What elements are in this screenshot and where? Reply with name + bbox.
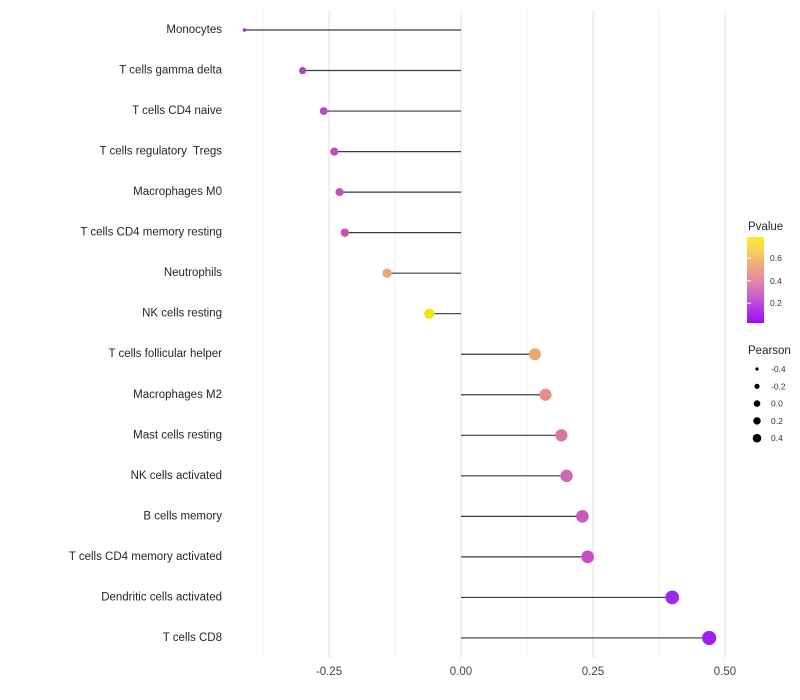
data-dot [335, 187, 344, 197]
data-dot [576, 510, 589, 523]
category-label: T cells CD4 memory activated [69, 551, 222, 563]
category-label: Macrophages M0 [133, 186, 222, 198]
legend-pearson-title: Pearson [748, 345, 791, 357]
legend-pvalue: Pvalue 0.6 0.4 0.2 [747, 221, 783, 323]
category-label: Monocytes [166, 24, 222, 36]
x-tick-label: 0.50 [714, 666, 736, 678]
category-label: Dendritic cells activated [101, 591, 222, 603]
pearson-legend-label: 0.0 [771, 399, 783, 409]
data-dot [298, 66, 307, 75]
category-label: Neutrophils [164, 267, 222, 279]
gridlines [262, 10, 726, 658]
data-dot [319, 107, 328, 115]
pearson-legend-label: -0.4 [771, 364, 786, 374]
data-dot [539, 388, 552, 401]
category-label: Macrophages M2 [133, 389, 222, 401]
category-axis-labels: Monocytes T cells gamma delta T cells CD4 … [69, 24, 223, 644]
data-dot [340, 228, 350, 237]
data-dot [242, 28, 247, 32]
category-label: T cells regulatory Tregs [99, 146, 222, 158]
category-label: NK cells activated [131, 470, 222, 482]
x-tick-label: 0.25 [582, 666, 604, 678]
data-dot [424, 308, 435, 319]
pearson-legend-dot [752, 433, 762, 443]
legend-pearson: Pearson -0.4 -0.2 0.0 0.2 0.4 [748, 345, 791, 443]
pearson-legend-label: -0.2 [771, 381, 786, 391]
category-label: T cells gamma delta [119, 65, 222, 77]
category-label: T cells CD4 memory resting [80, 227, 222, 239]
data-dot [665, 590, 680, 605]
category-label: T cells CD8 [163, 632, 222, 644]
category-label: NK cells resting [142, 308, 222, 320]
data-dots [242, 28, 717, 646]
stem-segments [244, 29, 710, 639]
x-tick-label: 0.00 [450, 666, 472, 678]
data-dot [528, 348, 541, 361]
pearson-legend-dot [753, 417, 761, 425]
pearson-legend-dot [754, 383, 760, 389]
pearson-legend-dot [755, 367, 759, 371]
data-dot [555, 429, 568, 442]
data-dot [581, 550, 595, 564]
data-dot [560, 469, 573, 483]
data-dot [702, 630, 717, 646]
colorbar-tick-label: 0.6 [770, 253, 782, 263]
pvalue-colorbar [747, 237, 764, 323]
data-dot [330, 147, 339, 156]
colorbar-tick-label: 0.2 [770, 298, 782, 308]
category-label: Mast cells resting [133, 429, 222, 441]
legend-pvalue-title: Pvalue [748, 221, 783, 233]
pearson-legend-dot [753, 400, 761, 407]
colorbar-tick-label: 0.4 [770, 276, 782, 286]
category-label: B cells memory [143, 510, 222, 522]
data-dot [382, 268, 392, 278]
pearson-legend-label: 0.4 [771, 433, 783, 443]
category-label: T cells follicular helper [108, 348, 222, 360]
pearson-legend-label: 0.2 [771, 416, 783, 426]
category-label: T cells CD4 naive [132, 105, 222, 117]
x-axis-tick-labels: -0.25 0.00 0.25 0.50 [316, 666, 736, 678]
x-tick-label: -0.25 [316, 666, 342, 678]
